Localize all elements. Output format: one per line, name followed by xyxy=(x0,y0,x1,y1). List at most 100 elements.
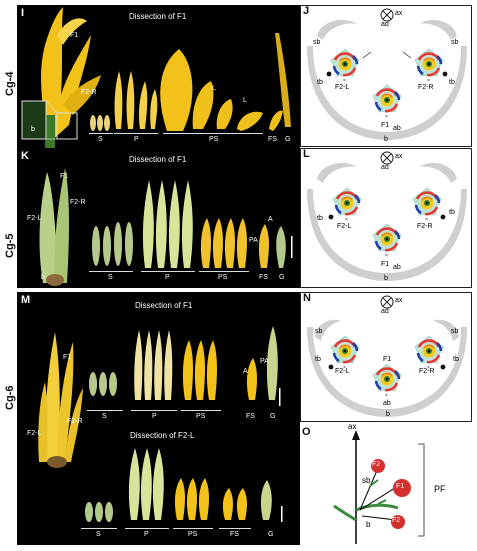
row-label-cg4: Cg-4 xyxy=(4,71,16,96)
panel-m-group2-fs: FS xyxy=(230,531,239,538)
panel-m-underline-p2 xyxy=(125,528,169,529)
schematic-f1: F1 xyxy=(396,483,405,490)
panel-m-label-a: A xyxy=(243,368,248,375)
diagram-l-tb-left: tb xyxy=(317,215,323,222)
panel-m-title2: Dissection of F2-L xyxy=(130,431,195,440)
panel-letter-k: K xyxy=(21,150,29,162)
panel-i-title: Dissection of F1 xyxy=(129,12,187,21)
panel-i-specimens xyxy=(21,7,291,148)
panel-i-group-p: P xyxy=(134,136,139,143)
panel-i-group-s: S xyxy=(98,136,103,143)
panel-m-underline-ps2 xyxy=(173,528,213,529)
panel-k-label-f2r: F2-R xyxy=(70,199,86,206)
panel-i-underline-p xyxy=(114,133,158,134)
diagram-panel-j: J ax ad sb sb tb tb F2-L F2-R F1 ab b xyxy=(300,5,472,147)
diagram-n-ax: ax xyxy=(395,297,403,304)
diagram-j-ab: ab xyxy=(393,125,401,132)
panel-i-label-l2: L xyxy=(243,97,247,104)
diagram-n-f2r: F2-R xyxy=(419,368,435,375)
panel-i-label-f2r: F2-R xyxy=(81,89,97,96)
diagram-j-tb-right: tb xyxy=(449,79,455,86)
diagram-n-tb-left: tb xyxy=(315,356,321,363)
panel-i-underline-s xyxy=(89,133,113,134)
diagram-l-ax: ax xyxy=(395,153,403,160)
panel-m-title: Dissection of F1 xyxy=(135,301,193,310)
schematic-panel-o: O ax sb b F1 F2 F2 PF xyxy=(300,422,472,546)
diagram-n-ad: ad xyxy=(381,308,389,315)
panel-i-group-g: G xyxy=(285,136,291,143)
diagram-l-ab: ab xyxy=(393,264,401,271)
diagram-letter-n: N xyxy=(303,292,311,304)
panel-k-underline-s xyxy=(89,271,133,272)
diagram-j-sb-right: sb xyxy=(451,39,459,46)
panel-k-label-f1: F1 xyxy=(60,173,69,180)
panel-m-underline-ps1 xyxy=(181,410,221,411)
schematic-f2-top: F2 xyxy=(372,461,381,468)
panel-k-group-ps: PS xyxy=(218,274,228,281)
panel-m-underline-p1 xyxy=(131,410,177,411)
diagram-n-sb-left: sb xyxy=(315,328,323,335)
panel-m-group-ps: PS xyxy=(196,413,206,420)
panel-k-label-a: A xyxy=(268,216,273,223)
panel-i-group-ps: PS xyxy=(209,136,219,143)
photo-panel-i: I Dissection of F1 F1 F2-R b L L xyxy=(17,5,300,148)
diagram-l-f2r: F2-R xyxy=(417,223,433,230)
diagram-j-f2r: F2-R xyxy=(418,84,434,91)
panel-k-label-pa: PA xyxy=(249,237,258,244)
panel-m-label-pa: PA xyxy=(260,358,269,365)
panel-k-label-f2l: F2-L xyxy=(27,215,42,222)
diagram-n-f2l: F2-L xyxy=(335,368,350,375)
panel-m-label-f2r: F2-R xyxy=(67,418,83,425)
panel-i-label-f1: F1 xyxy=(70,32,79,39)
diagram-j-ad: ad xyxy=(381,21,389,28)
schematic-pf: PF xyxy=(434,484,446,494)
schematic-sb: sb xyxy=(362,476,371,485)
diagram-j-ax: ax xyxy=(395,10,403,17)
diagram-l-tb-right: tb xyxy=(449,209,455,216)
panel-m-label-f2l: F2-L xyxy=(27,430,42,437)
panel-m-group2-g: G xyxy=(268,531,274,538)
panel-m-underline-s1 xyxy=(87,410,123,411)
panel-i-group-fs: FS xyxy=(268,136,277,143)
diagram-n-tb-right: tb xyxy=(453,356,459,363)
diagram-l-ad: ad xyxy=(381,164,389,171)
diagram-n-ab: ab xyxy=(383,400,391,407)
diagram-n-sb-right: sb xyxy=(451,328,459,335)
panel-m-specimens xyxy=(38,326,283,522)
panel-k-group-p: P xyxy=(165,274,170,281)
diagram-j-b: b xyxy=(384,136,388,143)
schematic-letter-o: O xyxy=(302,426,311,438)
panel-m-group-p: P xyxy=(152,413,157,420)
diagram-n-f1: F1 xyxy=(383,356,392,363)
diagram-j-sb-left: sb xyxy=(313,39,321,46)
panel-m-underline-s2 xyxy=(81,528,117,529)
panel-letter-m: M xyxy=(21,294,31,306)
diagram-l-svg xyxy=(307,151,467,281)
diagram-l-b: b xyxy=(384,275,388,282)
schematic-b: b xyxy=(366,520,371,529)
diagram-j-tb-left: tb xyxy=(317,79,323,86)
diagram-j-svg xyxy=(307,8,467,140)
schematic-f2-bottom: F2 xyxy=(392,517,401,524)
panel-k-underline-ps xyxy=(199,271,249,272)
diagram-l-f2l: F2-L xyxy=(337,223,352,230)
panel-letter-i: I xyxy=(21,7,25,19)
panel-k-specimens xyxy=(39,168,293,286)
row-label-cg6: Cg-6 xyxy=(4,385,16,410)
panel-i-underline-ps xyxy=(163,133,263,134)
panel-m-group-g: G xyxy=(270,413,276,420)
row-label-cg5: Cg-5 xyxy=(4,233,16,258)
panel-i-label-b: b xyxy=(31,126,35,133)
panel-i-label-l1: L xyxy=(212,85,216,92)
panel-m-label-f1: F1 xyxy=(63,354,72,361)
panel-m-group-s: S xyxy=(102,413,107,420)
photo-panel-k: K Dissection of F1 F1 F2-L F2-R b A PA S… xyxy=(17,148,300,288)
diagram-letter-j: J xyxy=(303,5,310,17)
panel-k-underline-p xyxy=(141,271,195,272)
panel-k-title: Dissection of F1 xyxy=(129,155,187,164)
panel-m-group-fs: FS xyxy=(246,413,255,420)
diagram-panel-l: L ax ad tb tb F2-L F2-R F1 ab b xyxy=(300,148,472,288)
schematic-ax: ax xyxy=(348,422,357,431)
schematic-o-svg xyxy=(333,430,425,544)
panel-k-group-fs: FS xyxy=(259,274,268,281)
